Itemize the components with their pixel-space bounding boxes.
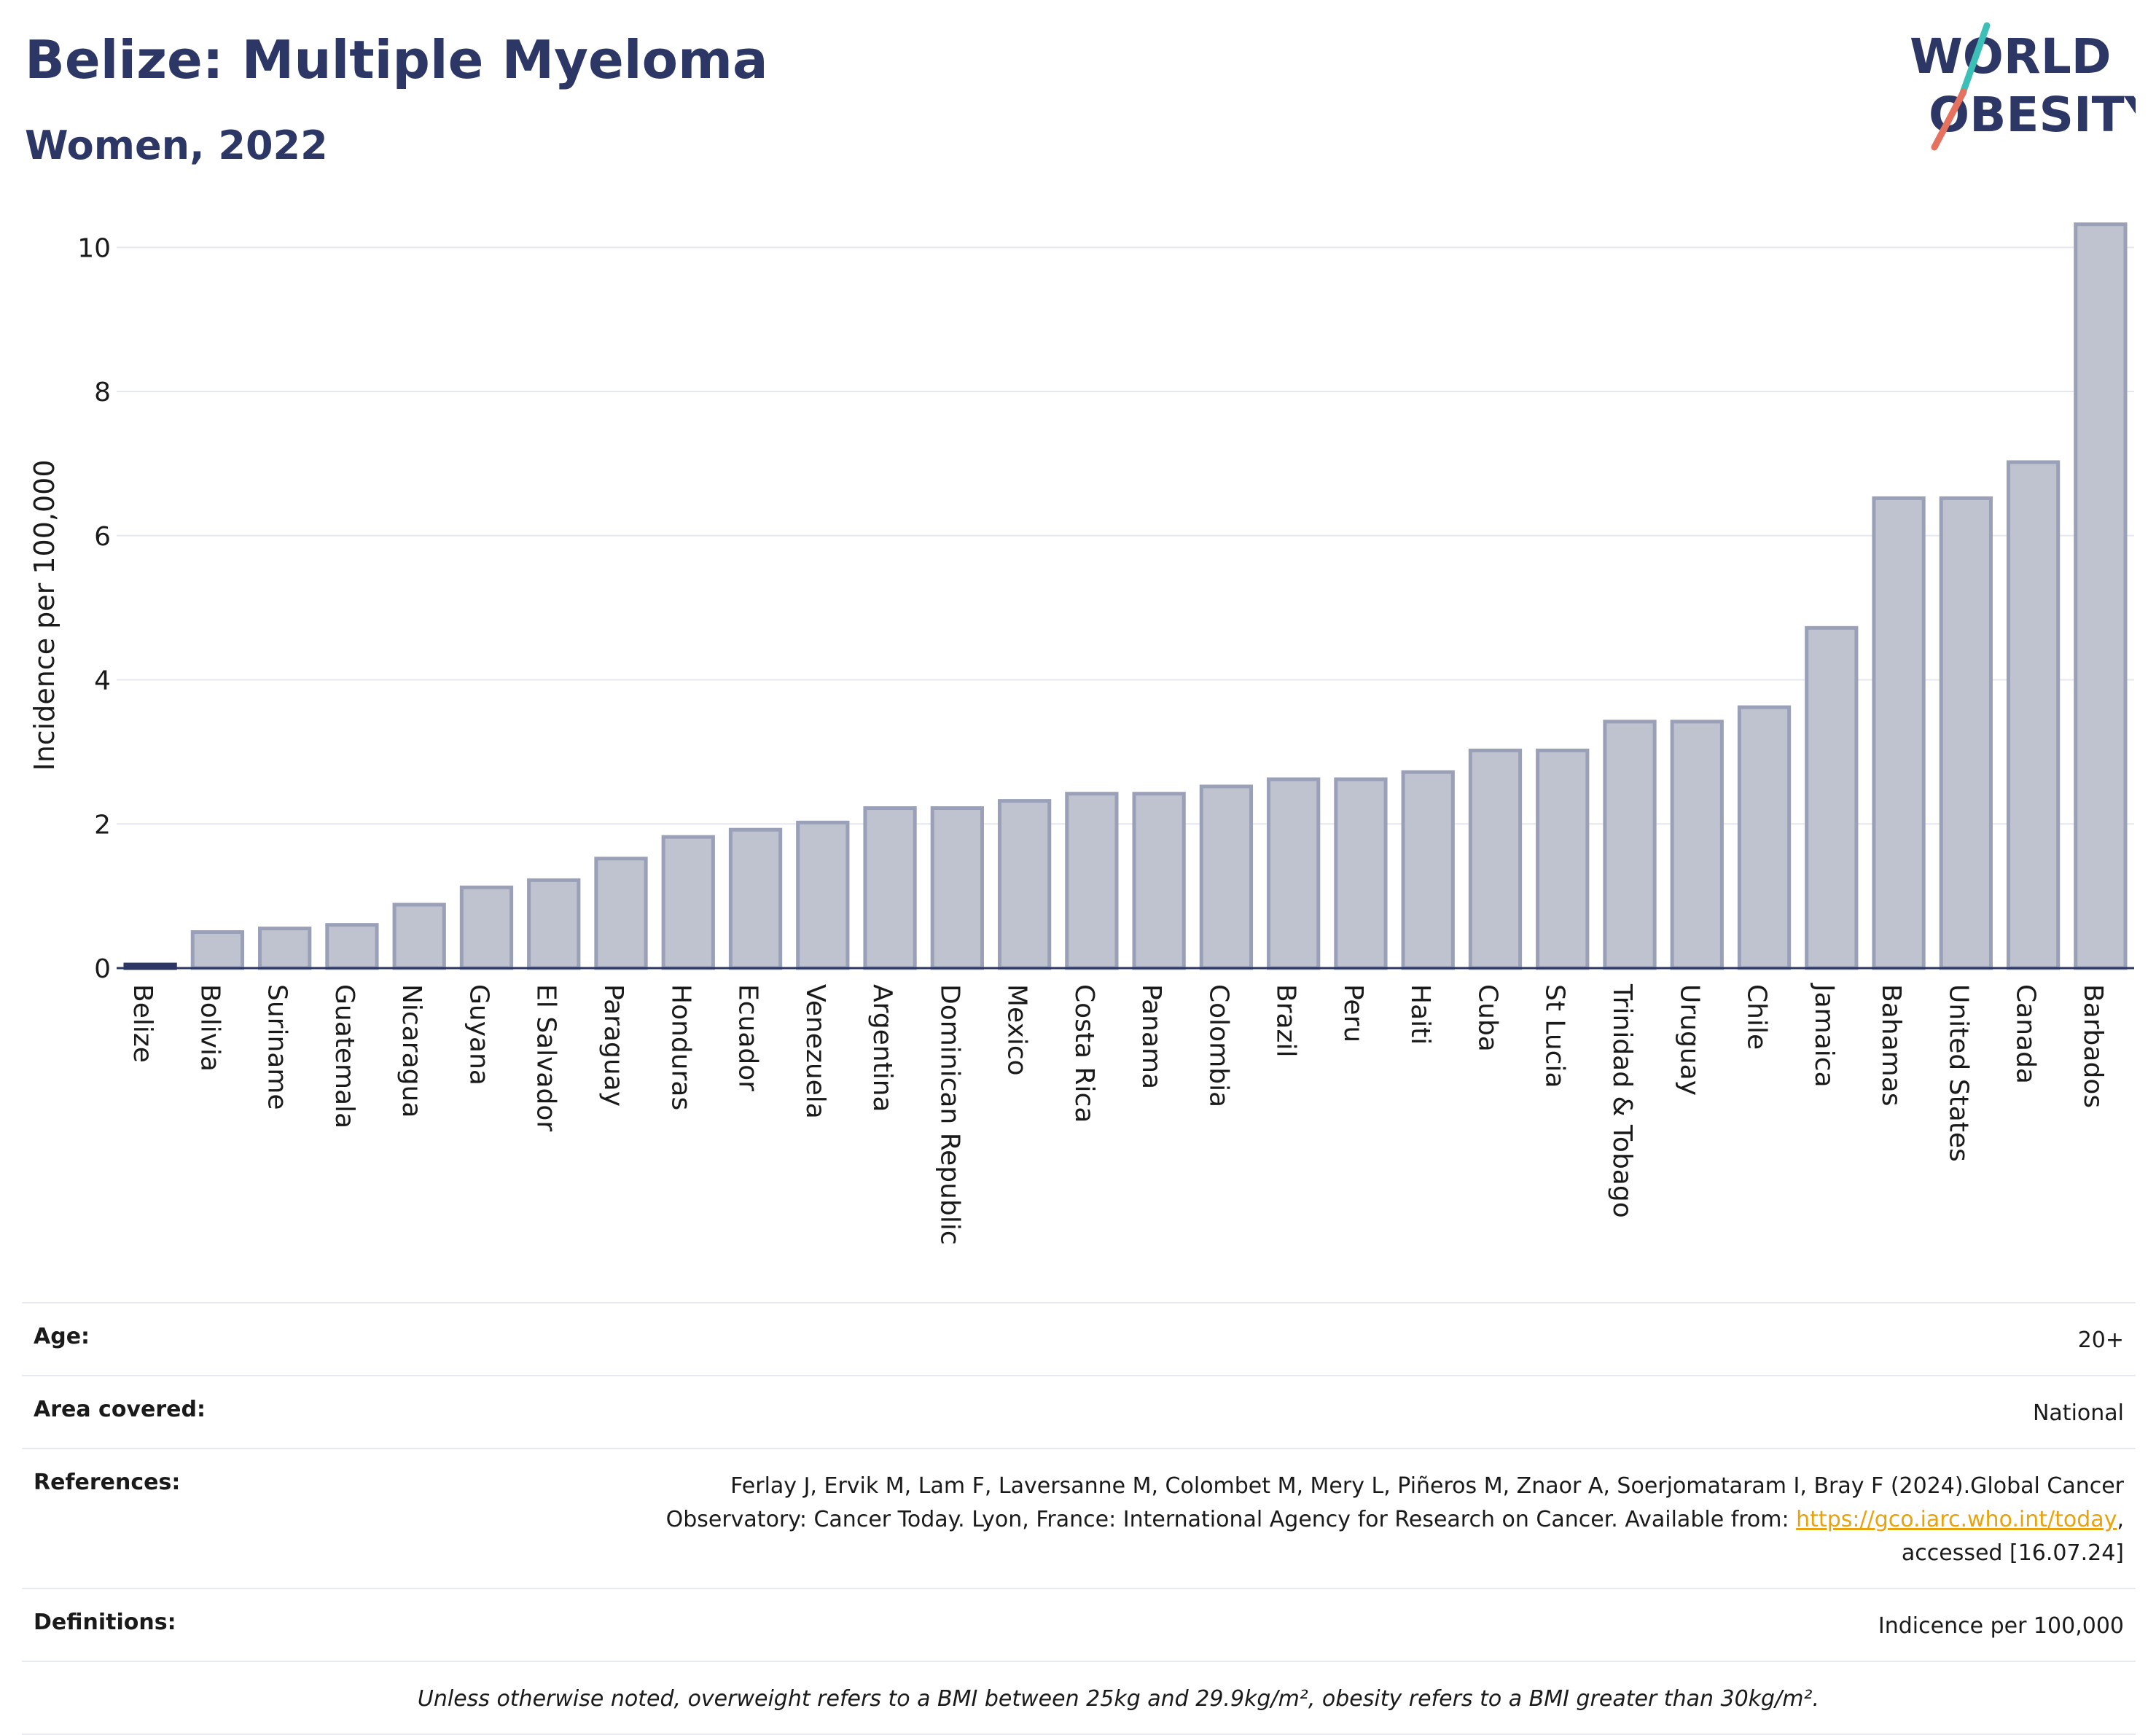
logo-slash-coral: [1931, 88, 1967, 151]
bars: [123, 222, 2128, 970]
x-tick-label: Paraguay: [598, 984, 628, 1107]
bar-cuba: [1468, 748, 1523, 970]
bar-bahamas: [1872, 496, 1926, 970]
bar-chart: 0 2 4 6 8 10 Belize Bolivia Suriname Guatemala Ni…: [28, 222, 2134, 1245]
x-tick-label: Barbados: [2078, 984, 2108, 1108]
x-tick-label: Nicaragua: [397, 984, 426, 1118]
x-tick-label: Brazil: [1271, 984, 1301, 1057]
area-label: Area covered:: [34, 1397, 206, 1422]
world-obesity-logo: WORLD OBESITY: [1910, 22, 2136, 151]
y-tick-label: 4: [94, 666, 111, 696]
definitions-label: Definitions:: [34, 1610, 176, 1635]
bar-venezuela: [796, 820, 850, 970]
x-tick-label: Venezuela: [800, 984, 830, 1119]
x-tick-label: Guyana: [464, 984, 493, 1085]
bar-uruguay: [1670, 720, 1724, 970]
bar-trinidad-tobago: [1603, 720, 1657, 970]
y-tick-label: 6: [94, 522, 111, 552]
x-tick-label: St Lucia: [1540, 984, 1570, 1088]
x-tick-label: Haiti: [1405, 984, 1435, 1045]
x-tick-label: United States: [1943, 984, 1973, 1162]
y-tick-label: 0: [94, 954, 111, 984]
references-value: Ferlay J, Ervik M, Lam F, Laversanne M, …: [665, 1473, 2124, 1566]
bar-brazil: [1267, 777, 1321, 970]
bar-canada: [2006, 460, 2061, 970]
bar-haiti: [1401, 770, 1455, 970]
bar-mexico: [997, 799, 1052, 970]
chart-subtitle: Women, 2022: [25, 122, 328, 168]
x-tick-label: Colombia: [1203, 984, 1233, 1107]
y-tick-label: 8: [94, 378, 111, 408]
bar-suriname: [258, 927, 312, 970]
bar-guatemala: [325, 923, 379, 970]
bar-dominican-republic: [930, 806, 984, 970]
references-link[interactable]: https://gco.iarc.who.int/today: [1796, 1507, 2117, 1532]
x-tick-label: Costa Rica: [1069, 984, 1099, 1123]
bar-jamaica: [1805, 625, 1859, 970]
x-tick-label: Dominican Republic: [934, 984, 964, 1245]
age-value: 20+: [2077, 1327, 2124, 1353]
gridlines: [117, 246, 2134, 825]
bar-guyana: [459, 885, 514, 970]
x-tick-label: Cuba: [1472, 984, 1502, 1052]
x-tick-label: Trinidad & Tobago: [1607, 983, 1637, 1218]
meta-row-definitions: Definitions: Indicence per 100,000: [22, 1588, 2136, 1661]
age-label: Age:: [34, 1324, 90, 1349]
x-tick-label: Ecuador: [733, 984, 763, 1091]
bar-barbados: [2074, 222, 2128, 970]
bar-colombia: [1199, 784, 1254, 970]
x-tick-label: Bahamas: [1876, 984, 1906, 1107]
x-tick-label: Bolivia: [195, 984, 224, 1072]
x-tick-label: Canada: [2011, 984, 2041, 1084]
x-tick-label: El Salvador: [531, 984, 561, 1131]
metadata-table: Age: 20+ Area covered: National Referenc…: [22, 1302, 2136, 1735]
meta-row-area: Area covered: National: [22, 1375, 2136, 1448]
x-tick-label: Suriname: [262, 984, 292, 1110]
x-tick-label: Mexico: [1002, 984, 1032, 1076]
x-tick-label: Belize: [128, 984, 157, 1063]
references-label: References:: [34, 1470, 181, 1495]
bar-st-lucia: [1536, 748, 1590, 970]
x-tick-label: Argentina: [867, 984, 897, 1112]
bar-ecuador: [728, 827, 783, 970]
x-tick-label: Peru: [1338, 984, 1368, 1042]
chart-title: Belize: Multiple Myeloma: [25, 29, 768, 90]
bar-el-salvador: [527, 878, 581, 970]
logo-slash-teal: [1958, 22, 1991, 98]
definitions-value: Indicence per 100,000: [1878, 1613, 2124, 1639]
x-tick-label: Uruguay: [1674, 984, 1704, 1096]
references-text-2: Observatory: Cancer Today. Lyon, France:…: [665, 1507, 1789, 1532]
meta-row-note: Unless otherwise noted, overweight refer…: [22, 1661, 2136, 1735]
logo-line1: WORLD: [1910, 28, 2112, 85]
meta-row-references: References: Ferlay J, Ervik M, Lam F, La…: [22, 1448, 2136, 1588]
bar-chile: [1737, 705, 1792, 970]
bar-peru: [1334, 777, 1388, 970]
references-text-3: accessed [16.07.24]: [1901, 1540, 2124, 1566]
meta-row-age: Age: 20+: [22, 1302, 2136, 1375]
x-tick-label: Honduras: [665, 984, 695, 1110]
y-tick-label: 2: [94, 810, 111, 840]
bar-panama: [1132, 792, 1186, 970]
bar-paraguay: [594, 857, 648, 970]
y-tick-label: 10: [77, 233, 111, 263]
x-tick-label: Jamaica: [1809, 983, 1839, 1088]
bar-honduras: [661, 835, 715, 970]
y-axis-label: Incidence per 100,000: [28, 459, 60, 771]
bar-united-states: [1939, 496, 1993, 970]
bar-bolivia: [190, 930, 245, 970]
bar-argentina: [863, 806, 917, 970]
y-tick-labels: 0 2 4 6 8 10: [77, 233, 111, 984]
area-value: National: [2032, 1400, 2124, 1426]
references-text-1: Ferlay J, Ervik M, Lam F, Laversanne M, …: [730, 1473, 2124, 1499]
x-tick-label: Chile: [1742, 984, 1772, 1050]
bmi-note: Unless otherwise noted, overweight refer…: [417, 1686, 1819, 1712]
bar-costa-rica: [1065, 792, 1119, 970]
x-tick-labels: Belize Bolivia Suriname Guatemala Nicaragua G…: [128, 983, 2108, 1245]
x-tick-label: Panama: [1136, 984, 1166, 1089]
bar-nicaragua: [392, 902, 446, 970]
x-tick-label: Guatemala: [329, 984, 359, 1128]
